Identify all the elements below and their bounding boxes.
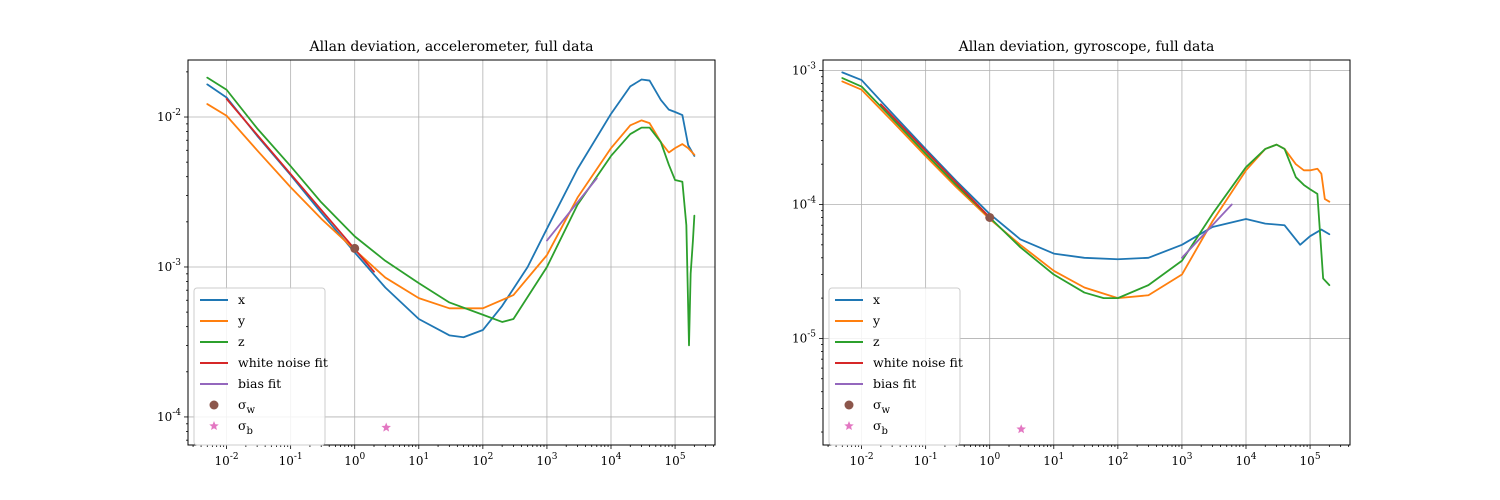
x-tick-label: 10-1 — [914, 452, 938, 468]
x-tick-label: 104 — [600, 452, 621, 468]
legend-item: x — [200, 292, 245, 307]
chart-panel-1: 10-2 10-1 100 101 102 103 104 105 10-4 10-3 10-2 Al… — [157, 39, 716, 468]
chart-panel-2: 10-2 10-1 100 101 102 103 104 105 10-5 10-4 10-3 Al… — [792, 39, 1351, 468]
series-line-white-noise-fit — [879, 103, 991, 219]
legend-circle-marker — [844, 400, 854, 410]
legend-item: y — [200, 313, 246, 328]
series-line-z — [841, 77, 1331, 300]
sigma-w-marker — [985, 212, 995, 222]
chart-title: Allan deviation, gyroscope, full data — [958, 39, 1215, 55]
legend-item: white noise fit — [200, 355, 328, 370]
legend-star-marker — [209, 421, 219, 431]
legend-box — [193, 287, 326, 446]
legend-label: z — [238, 334, 245, 349]
legend-item: x — [835, 292, 880, 307]
legend-item: y — [835, 313, 881, 328]
legend-label: white noise fit — [238, 355, 328, 370]
legend-label: x — [238, 292, 245, 307]
legend-box — [828, 287, 961, 446]
legend-label: y — [872, 313, 881, 328]
chart-title: Allan deviation, accelerometer, full dat… — [309, 39, 594, 55]
legend-label: white noise fit — [873, 355, 963, 370]
x-tick-label: 105 — [1300, 452, 1321, 468]
x-tick-label: 102 — [472, 452, 493, 468]
legend-label: bias fit — [238, 376, 281, 391]
x-tick-label: 10-2 — [850, 452, 874, 468]
sigma-b-marker — [1016, 424, 1026, 434]
legend-label: x — [873, 292, 880, 307]
plot-frame — [822, 59, 1351, 446]
y-tick-label: 10-3 — [157, 258, 181, 274]
plot-frame — [187, 59, 716, 446]
legend-item: bias fit — [200, 376, 281, 391]
series-line-bias-fit — [1181, 203, 1233, 259]
legend-label: z — [873, 334, 880, 349]
x-tick-label: 100 — [979, 452, 1000, 468]
x-tick-label: 102 — [1107, 452, 1128, 468]
x-tick-label: 105 — [665, 452, 686, 468]
legend-item: bias fit — [835, 376, 916, 391]
x-tick-label: 10-2 — [215, 452, 239, 468]
x-tick-label: 10-1 — [279, 452, 303, 468]
legend-item: white noise fit — [835, 355, 963, 370]
series-line-x — [206, 78, 696, 339]
x-tick-label: 101 — [1043, 452, 1064, 468]
sigma-w-marker — [350, 243, 360, 253]
series-layer — [841, 71, 1331, 434]
series-line-z — [206, 76, 696, 347]
series-line-y — [206, 103, 696, 310]
series-layer — [206, 76, 696, 432]
series-line-bias-fit — [546, 177, 598, 242]
series-line-y — [841, 80, 1331, 300]
x-tick-label: 103 — [1171, 452, 1192, 468]
legend-item: z — [200, 334, 245, 349]
x-tick-label: 104 — [1235, 452, 1256, 468]
legend-item: z — [835, 334, 880, 349]
y-tick-label: 10-2 — [157, 108, 181, 124]
sigma-b-marker — [381, 422, 391, 432]
x-tick-label: 100 — [344, 452, 365, 468]
legend-circle-marker — [209, 400, 219, 410]
legend-label: y — [237, 313, 246, 328]
y-tick-label: 10-3 — [792, 62, 816, 78]
legend-star-marker — [844, 421, 854, 431]
series-line-x — [841, 71, 1331, 261]
legend-label: bias fit — [873, 376, 916, 391]
y-tick-label: 10-5 — [792, 329, 816, 345]
y-tick-label: 10-4 — [792, 196, 816, 212]
x-tick-label: 101 — [408, 452, 429, 468]
series-line-white-noise-fit — [225, 98, 375, 273]
x-tick-label: 103 — [536, 452, 557, 468]
y-tick-label: 10-4 — [157, 408, 181, 424]
